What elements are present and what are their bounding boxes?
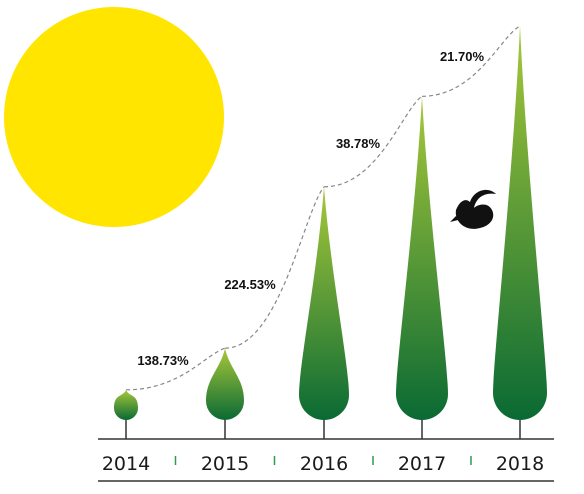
tree-bar — [206, 348, 244, 420]
growth-trend-line — [323, 95, 423, 188]
growth-rate-label: 21.70% — [440, 49, 485, 64]
year-label: 2016 — [300, 453, 348, 475]
tree-bar — [299, 186, 349, 420]
growth-rate-label: 224.53% — [224, 277, 276, 292]
sun-icon — [4, 7, 224, 227]
bird-icon — [450, 189, 496, 229]
year-label: 2018 — [496, 453, 544, 475]
tree-bar — [493, 26, 547, 420]
growth-rate-label: 138.73% — [137, 353, 189, 368]
growth-trend-line — [125, 347, 226, 391]
tree-bar — [396, 96, 448, 421]
growth-trend-line — [421, 25, 521, 97]
growth-trend-line — [224, 186, 325, 349]
tree-bar — [114, 389, 138, 420]
year-label: 2014 — [102, 453, 150, 475]
growth-rate-label: 38.78% — [336, 136, 381, 151]
year-label: 2017 — [398, 453, 446, 475]
year-label: 2015 — [201, 453, 249, 475]
